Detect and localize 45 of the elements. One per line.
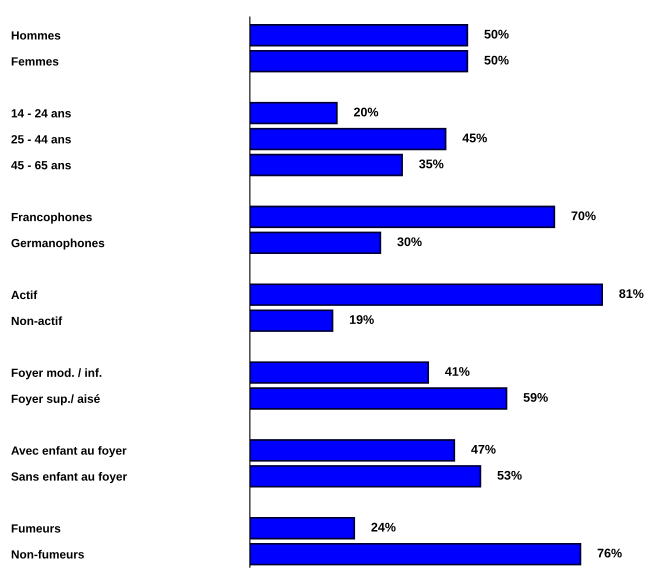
data-label: 81% [619,289,644,298]
data-label: 24% [371,522,396,532]
bar [250,206,556,228]
y-tick-label: 45 - 65 ans [11,161,71,170]
bar [250,284,604,306]
bar [250,309,334,332]
bar [250,517,356,540]
bar [250,232,382,254]
bar [250,128,446,150]
bar [250,102,338,124]
data-label: 41% [445,367,470,376]
data-label: 20% [354,108,378,116]
y-tick-label: Germanophones [11,238,104,250]
data-label: 30% [397,237,422,246]
data-label: 59% [524,393,548,402]
y-tick-label: Actif [11,290,38,300]
bar [250,361,430,384]
bar [250,387,508,410]
data-label: 70% [572,211,596,220]
data-label: 50% [484,56,509,65]
y-tick-label: Foyer sup./ aisé [12,394,100,406]
y-tick-label: 14 - 24 ans [12,109,71,118]
y-tick-label: Non-fumeurs [12,550,84,559]
y-tick-label: Hommes [12,31,60,40]
y-tick-label: Francophones [12,212,92,224]
y-tick-label: Avec enfant au foyer [11,446,126,458]
bar [250,24,468,46]
y-tick-label: Sans enfant au foyer [11,472,127,484]
bar [250,50,468,72]
y-tick-label: 25 - 44 ans [11,135,71,144]
y-tick-label: Fumeurs [12,524,60,533]
data-label: 47% [471,444,496,454]
data-label: 35% [419,159,444,168]
bar [250,154,403,176]
data-label: 45% [462,134,487,142]
data-label: 76% [598,548,622,558]
bar [250,465,482,488]
y-tick-label: Femmes [12,57,58,66]
data-label: 50% [484,30,509,39]
bar [250,542,582,566]
bar [250,439,456,462]
y-tick-label: Non-actif [12,316,62,326]
y-tick-label: Foyer mod. / inf. [12,368,102,380]
data-label: 53% [497,470,522,480]
data-label: 19% [350,315,374,324]
